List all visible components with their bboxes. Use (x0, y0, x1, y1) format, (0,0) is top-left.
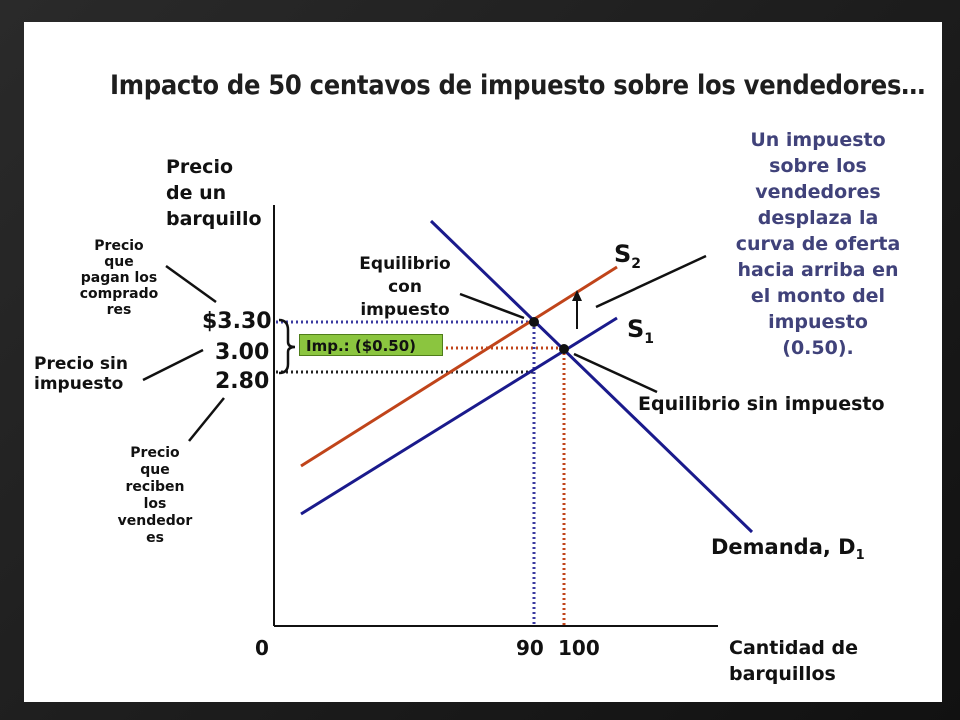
label-eq-with-tax: Equilibrio con impuesto (359, 254, 451, 320)
equilibrium-with-tax-point (529, 317, 539, 327)
label-demand: Demanda, D1 (711, 535, 865, 564)
label-eq-without-tax: Equilibrio sin impuesto (638, 393, 885, 415)
pointer-sellers-price (188, 397, 225, 442)
note-buyers-price: Precio que pagan los comprado res (79, 238, 159, 318)
y-axis-label: Precio de un barquillo (166, 156, 262, 230)
x-axis-label: Cantidad de barquillos (729, 637, 859, 685)
quantity-label-100: 100 (558, 636, 600, 660)
pointer-explanation (595, 254, 707, 309)
price-label-300: 3.00 (215, 340, 270, 365)
pointer-eq-without-tax (573, 352, 658, 394)
supply-curve-s2 (300, 265, 618, 468)
price-label-280: 2.80 (215, 369, 270, 394)
slide-title: Impacto de 50 centavos de impuesto sobre… (110, 70, 926, 101)
origin-label: 0 (255, 636, 269, 660)
note-no-tax-price: Precio sin impuesto (34, 354, 128, 394)
shift-arrow-head (572, 290, 582, 301)
explanation-text: Un impuesto sobre los vendedores desplaz… (735, 129, 901, 359)
demand-curve (429, 219, 754, 534)
pointer-buyers-price (165, 264, 217, 304)
tax-amount-box: Imp.: ($0.50) (299, 334, 443, 356)
quantity-label-90: 90 (516, 636, 544, 660)
equilibrium-without-tax-point (559, 344, 569, 354)
pointer-eq-with-tax (459, 292, 525, 320)
tax-brace (278, 318, 296, 375)
pointer-no-tax-price (142, 348, 204, 382)
note-sellers-price: Precio que reciben los vendedor es (117, 445, 193, 546)
label-s2: S2 (614, 240, 642, 272)
label-s1: S1 (627, 315, 655, 347)
price-label-330: $3.30 (202, 309, 272, 334)
